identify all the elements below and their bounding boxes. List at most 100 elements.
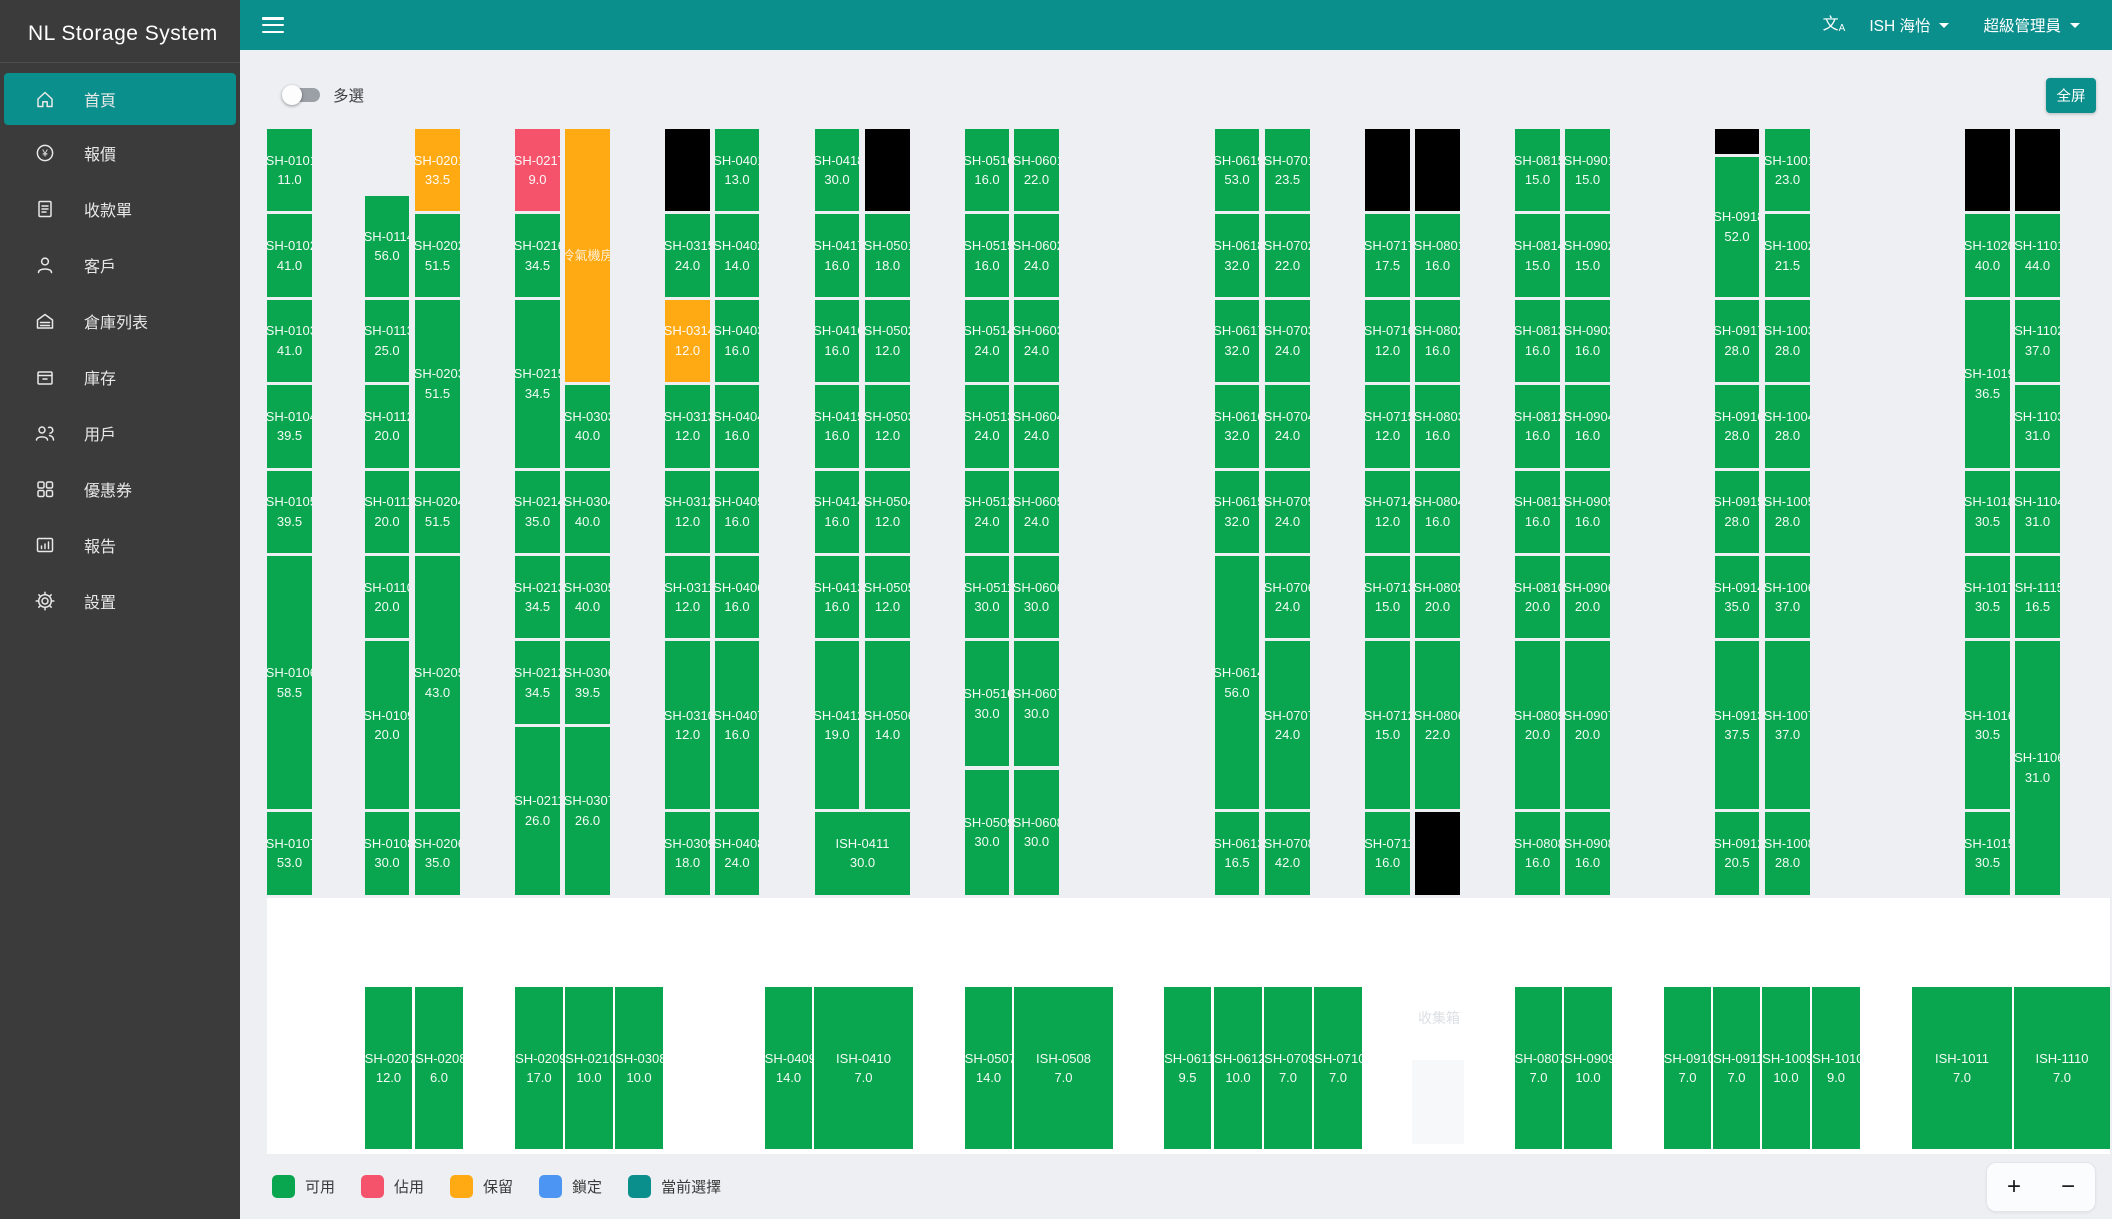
storage-cell[interactable]: ISH-0415 16.0	[815, 385, 859, 468]
storage-cell[interactable]: ISH-0310 12.0	[665, 641, 710, 810]
storage-cell[interactable]: ISH-0407 16.0	[715, 641, 759, 810]
storage-cell[interactable]: ISH-0701 23.5	[1265, 129, 1310, 212]
storage-cell[interactable]: ISH-1001 23.0	[1765, 129, 1810, 212]
storage-cell[interactable]: ISH-0916 28.0	[1715, 385, 1759, 468]
storage-cell[interactable]: ISH-0408 24.0	[715, 812, 759, 895]
zoom-out-button[interactable]: −	[2053, 1175, 2083, 1199]
storage-cell[interactable]: ISH-0314 12.0	[665, 299, 710, 383]
sidebar-item-warehouse-list[interactable]: 倉庫列表	[0, 293, 240, 349]
storage-cell[interactable]: ISH-0306 39.5	[565, 641, 610, 724]
storage-cell[interactable]: ISH-0506 14.0	[865, 641, 910, 810]
sidebar-item-settings[interactable]: 設置	[0, 573, 240, 629]
storage-cell[interactable]: ISH-0914 35.0	[1715, 556, 1759, 639]
storage-cell[interactable]: ISH-0906 20.0	[1565, 556, 1610, 639]
storage-cell[interactable]: ISH-0813 16.0	[1515, 299, 1560, 383]
storage-cell[interactable]: ISH-0215 34.5	[515, 299, 560, 468]
storage-cell[interactable]: ISH-0411 30.0	[815, 812, 910, 895]
storage-cell[interactable]: ISH-1004 28.0	[1765, 385, 1810, 468]
warehouse-selector[interactable]: ISH 海怡	[1859, 14, 1959, 36]
storage-cell[interactable]: ISH-0417 16.0	[815, 214, 859, 297]
storage-cell[interactable]: ISH-0614 56.0	[1215, 556, 1259, 810]
storage-cell[interactable]: ISH-0202 51.5	[415, 214, 460, 297]
storage-cell[interactable]: ISH-0710 7.0	[1314, 987, 1362, 1149]
storage-cell[interactable]: ISH-0406 16.0	[715, 556, 759, 639]
storage-cell[interactable]: ISH-1011 7.0	[1912, 987, 2012, 1149]
storage-cell[interactable]: ISH-0616 32.0	[1215, 385, 1259, 468]
storage-cell[interactable]: ISH-0111 20.0	[365, 470, 409, 553]
storage-cell[interactable]: ISH-1016 30.5	[1965, 641, 2010, 810]
storage-cell[interactable]: ISH-0110 20.0	[365, 556, 409, 639]
storage-cell[interactable]: ISH-0904 16.0	[1565, 385, 1610, 468]
storage-cell[interactable]: ISH-1015 30.5	[1965, 812, 2010, 895]
storage-cell[interactable]: ISH-0619 53.0	[1215, 129, 1259, 212]
sidebar-item-inventory[interactable]: 庫存	[0, 349, 240, 405]
storage-cell[interactable]: ISH-0708 42.0	[1265, 812, 1310, 895]
multi-select-toggle[interactable]: 多選	[282, 84, 364, 106]
storage-cell[interactable]: ISH-0604 24.0	[1014, 385, 1059, 468]
storage-cell[interactable]: ISH-0113 25.0	[365, 299, 409, 383]
storage-cell[interactable]: ISH-0516 16.0	[965, 129, 1009, 212]
sidebar-item-users[interactable]: 用戶	[0, 405, 240, 461]
storage-cell[interactable]: ISH-0206 35.0	[415, 812, 460, 895]
storage-cell[interactable]: ISH-0908 16.0	[1565, 812, 1610, 895]
storage-cell[interactable]: ISH-0505 12.0	[865, 556, 910, 639]
storage-cell[interactable]: ISH-0909 10.0	[1564, 987, 1612, 1149]
storage-cell[interactable]: ISH-1019 36.5	[1965, 299, 2010, 468]
storage-cell[interactable]: ISH-0108 30.0	[365, 812, 409, 895]
storage-cell[interactable]: ISH-1008 28.0	[1765, 812, 1810, 895]
storage-cell[interactable]: ISH-0210 10.0	[565, 987, 613, 1149]
storage-cell[interactable]: ISH-0504 12.0	[865, 470, 910, 553]
storage-cell[interactable]: ISH-1007 37.0	[1765, 641, 1810, 810]
storage-cell[interactable]: ISH-0502 12.0	[865, 299, 910, 383]
storage-cell[interactable]: ISH-0106 58.5	[267, 556, 312, 810]
storage-cell[interactable]: ISH-0404 16.0	[715, 385, 759, 468]
storage-cell[interactable]: ISH-0514 24.0	[965, 299, 1009, 383]
storage-cell[interactable]: ISH-0705 24.0	[1265, 470, 1310, 553]
storage-cell[interactable]: ISH-0612 10.0	[1214, 987, 1262, 1149]
storage-cell[interactable]: ISH-0114 56.0	[365, 195, 409, 297]
storage-cell[interactable]: ISH-0808 16.0	[1515, 812, 1560, 895]
storage-cell[interactable]: ISH-0412 19.0	[815, 641, 859, 810]
storage-cell[interactable]: ISH-0214 35.0	[515, 470, 560, 553]
storage-cell[interactable]: ISH-0709 7.0	[1264, 987, 1312, 1149]
storage-cell[interactable]: ISH-0805 20.0	[1415, 556, 1460, 639]
storage-cell[interactable]: ISH-1101 44.0	[2015, 214, 2060, 297]
storage-cell[interactable]: ISH-0905 16.0	[1565, 470, 1610, 553]
storage-cell[interactable]: ISH-0703 24.0	[1265, 299, 1310, 383]
sidebar-item-reports[interactable]: 報告	[0, 517, 240, 573]
storage-cell[interactable]: ISH-1102 37.0	[2015, 299, 2060, 383]
menu-icon[interactable]	[262, 17, 284, 33]
storage-cell[interactable]: ISH-0605 24.0	[1014, 470, 1059, 553]
sidebar-item-quotes[interactable]: ¥ 報價	[0, 125, 240, 181]
storage-cell[interactable]: ISH-0907 20.0	[1565, 641, 1610, 810]
storage-cell[interactable]: ISH-0815 15.0	[1515, 129, 1560, 212]
storage-cell[interactable]: ISH-0418 30.0	[815, 129, 859, 212]
storage-cell[interactable]: ISH-0601 22.0	[1014, 129, 1059, 212]
storage-cell[interactable]: ISH-0617 32.0	[1215, 299, 1259, 383]
storage-cell[interactable]: ISH-1017 30.5	[1965, 556, 2010, 639]
